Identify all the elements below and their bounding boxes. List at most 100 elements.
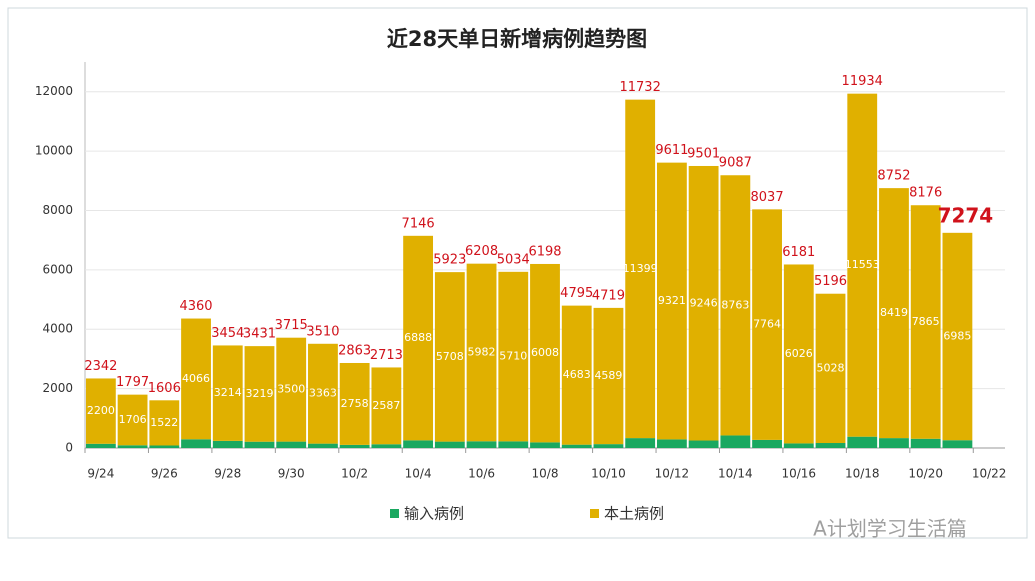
bar-segment [910,438,941,448]
bar-segment [403,235,434,441]
x-tick-label: 10/8 [532,467,559,481]
bar-segment [593,444,624,448]
segment-label: 9246 [690,296,718,309]
x-tick-label: 10/16 [781,467,816,481]
x-tick-label: 10/14 [718,467,753,481]
x-tick-label: 10/22 [972,467,1007,481]
bar-segment [117,445,148,448]
x-tick-label: 10/2 [341,467,368,481]
x-tick-label: 10/20 [908,467,943,481]
bar-segment [276,441,307,448]
segment-label: 4589 [594,369,622,382]
segment-label: 6888 [404,331,432,344]
segment-label: 5028 [817,361,845,374]
bar-segment [530,442,560,448]
segment-label: 8419 [880,306,908,319]
y-tick-label: 0 [65,441,73,455]
segment-label: 4683 [563,368,591,381]
y-tick-label: 8000 [42,203,73,217]
segment-label: 2758 [341,397,369,410]
total-label: 4795 [560,286,593,301]
bar-segment [752,439,782,448]
segment-label: 9321 [658,294,686,307]
segment-label: 11553 [845,258,880,271]
segment-label: 7764 [753,318,781,331]
bar-segment [942,232,973,441]
bar-segment [244,346,275,442]
bar-segment [688,440,719,448]
bar-segment [720,435,751,448]
bar-segment [847,436,878,448]
bar-segment [371,444,402,448]
segment-label: 7865 [912,315,940,328]
bar-segment [815,293,846,444]
bar-segment [308,343,338,444]
bar-segment [85,443,116,448]
y-tick-label: 10000 [35,144,73,158]
bar-segment [656,439,687,448]
total-label: 9087 [719,156,752,171]
segment-label: 8763 [721,298,749,311]
segment-label: 4066 [182,372,210,385]
segment-label: 6985 [943,330,971,343]
segment-label: 2200 [87,404,115,417]
total-label: 5923 [433,253,466,268]
bar-segment [371,367,402,445]
bar-segment [530,263,560,443]
total-label: 8752 [877,169,910,184]
segment-label: 6026 [785,347,813,360]
segment-label: 5710 [499,350,527,363]
bar-segment [212,345,243,441]
x-tick-label: 10/12 [655,467,690,481]
bar-segment [498,271,529,442]
segment-label: 3500 [277,383,305,396]
bar-segment [752,209,782,440]
total-label: 9611 [655,143,688,158]
bar-segment [498,441,529,448]
bar-segment [783,443,814,448]
segment-label: 5708 [436,350,464,363]
bar-segment [339,444,370,448]
bar-segment [910,205,941,439]
legend-label: 输入病例 [404,505,464,523]
bar-segment [593,307,624,445]
total-label: 2713 [370,348,403,363]
segment-label: 11399 [623,262,658,275]
bar-segment [466,441,497,448]
bar-segment [85,378,116,444]
chart-title: 近28天单日新增病例趋势图 [387,27,647,51]
bar-segment [656,162,687,440]
y-tick-label: 2000 [42,381,73,395]
bar-segment [434,272,465,442]
total-label: 3431 [243,327,276,342]
bar-segment [339,362,370,445]
total-label: 4360 [179,299,212,314]
segment-label: 5982 [468,345,496,358]
bar-segment [181,318,211,440]
bar-segment [815,443,846,448]
bar-segment [625,438,656,448]
x-tick-label: 10/4 [405,467,432,481]
bar-segment [783,264,814,444]
x-tick-label: 9/26 [151,467,178,481]
bar-segment [879,188,909,439]
total-label: 3510 [306,324,339,339]
segment-label: 3214 [214,386,242,399]
total-label: 6198 [528,244,561,259]
total-label: 4719 [592,288,625,303]
total-label: 1797 [116,375,149,390]
x-tick-label: 10/18 [845,467,880,481]
total-label: 3715 [275,318,308,333]
y-tick-label: 12000 [35,84,73,98]
legend-swatch [390,509,399,518]
segment-label: 3219 [245,387,273,400]
total-label: 5034 [497,252,530,267]
total-label: 8176 [909,186,942,201]
bar-segment [466,263,497,442]
x-tick-label: 9/30 [278,467,305,481]
bar-segment [561,444,592,448]
bar-segment [847,93,878,437]
total-label: 6181 [782,245,815,260]
